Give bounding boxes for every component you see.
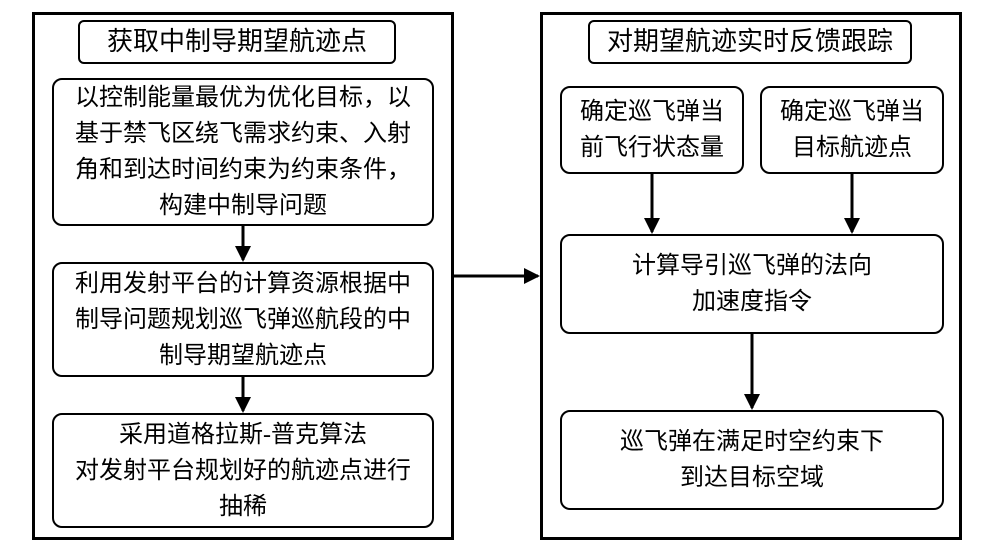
left-box-1: 以控制能量最优为优化目标，以 基于禁飞区绕飞需求约束、入射 角和到达时间约束为约… (52, 78, 434, 226)
right-box-2-text: 计算导引巡飞弹的法向 加速度指令 (632, 248, 872, 320)
left-box-3: 采用道格拉斯-普克算法 对发射平台规划好的航迹点进行 抽稀 (52, 413, 434, 528)
right-box-2: 计算导引巡飞弹的法向 加速度指令 (560, 234, 944, 334)
right-box-1b: 确定巡飞弹当 目标航迹点 (760, 86, 944, 174)
right-box-3: 巡飞弹在满足时空约束下 到达目标空域 (560, 410, 944, 510)
right-box-1b-text: 确定巡飞弹当 目标航迹点 (780, 94, 924, 166)
left-box-2-text: 利用发射平台的计算资源根据中 制导问题规划巡飞弹巡航段的中 制导期望航迹点 (75, 266, 411, 374)
right-panel-title: 对期望航迹实时反馈跟踪 (588, 20, 912, 64)
right-panel-title-text: 对期望航迹实时反馈跟踪 (607, 26, 893, 57)
left-panel-title-text: 获取中制导期望航迹点 (107, 26, 367, 57)
right-box-1a-text: 确定巡飞弹当 前飞行状态量 (580, 94, 724, 166)
right-box-3-text: 巡飞弹在满足时空约束下 到达目标空域 (620, 424, 884, 496)
left-box-1-text: 以控制能量最优为优化目标，以 基于禁飞区绕飞需求约束、入射 角和到达时间约束为约… (75, 80, 411, 224)
left-box-3-text: 采用道格拉斯-普克算法 对发射平台规划好的航迹点进行 抽稀 (75, 417, 411, 525)
right-box-1a: 确定巡飞弹当 前飞行状态量 (560, 86, 744, 174)
left-box-2: 利用发射平台的计算资源根据中 制导问题规划巡飞弹巡航段的中 制导期望航迹点 (52, 262, 434, 377)
left-panel-title: 获取中制导期望航迹点 (78, 20, 396, 64)
